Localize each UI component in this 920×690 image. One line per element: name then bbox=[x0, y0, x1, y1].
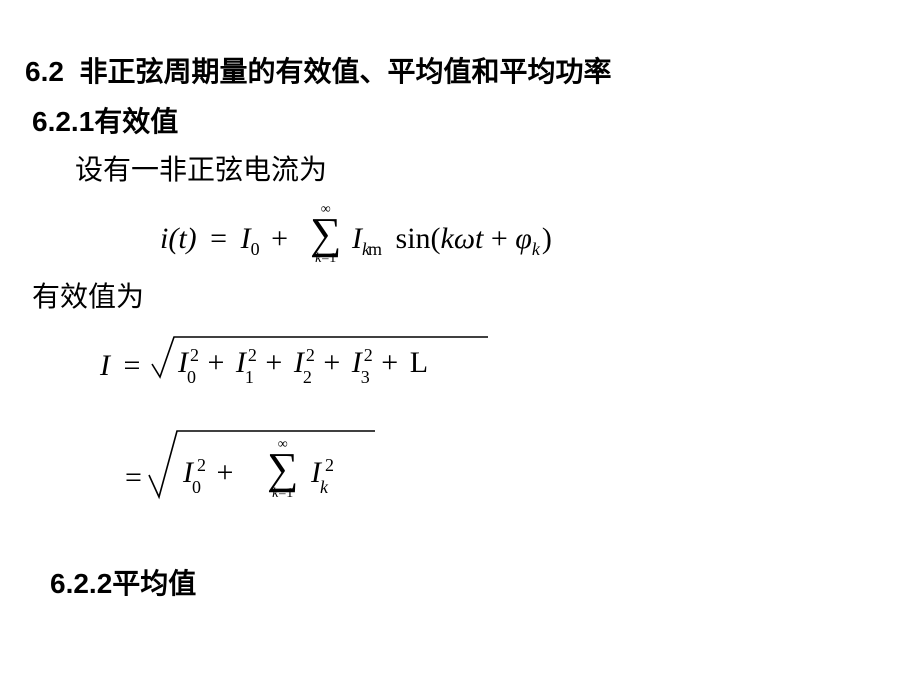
rms-I: I bbox=[100, 349, 110, 382]
slide: 6.2 非正弦周期量的有效值、平均值和平均功率 6.2.1有效值 设有一非正弦电… bbox=[0, 0, 920, 690]
formula-series: i(t) = I0 + ∞ ∑ k=1 Ikm sin(kωt + φk) bbox=[160, 194, 900, 279]
rms-sum-Ik-sub: k bbox=[320, 477, 328, 497]
subsection-1-number: 6.2.1 bbox=[32, 106, 94, 137]
rms-term2-sub: 2 bbox=[303, 367, 312, 387]
series-close: ) bbox=[542, 222, 552, 255]
rms-term3-sub: 3 bbox=[361, 367, 370, 387]
formula-rms-expanded: I = I20 + I21 + I22 + I23 + L bbox=[100, 327, 900, 407]
rms-eq: = bbox=[124, 349, 141, 382]
series-phi-sub: k bbox=[532, 239, 540, 259]
subsection-2-number: 6.2.2 bbox=[50, 568, 112, 599]
rms-sum-plus: + bbox=[217, 456, 234, 489]
series-k: k bbox=[441, 222, 454, 255]
series-I0: I bbox=[241, 222, 251, 255]
rms-sum-Ik-sq: 2 bbox=[325, 455, 334, 475]
series-eq: = bbox=[210, 222, 227, 255]
rms-ell: L bbox=[410, 346, 428, 379]
rms-plus-3: + bbox=[381, 346, 398, 379]
series-sum-bot-1: 1 bbox=[329, 251, 336, 266]
rms-term1-sub: 1 bbox=[245, 367, 254, 387]
section-heading: 6.2 非正弦周期量的有效值、平均值和平均功率 bbox=[25, 50, 900, 90]
section-number: 6.2 bbox=[25, 56, 64, 87]
rms-sum-eq: = bbox=[125, 461, 142, 495]
rms-label: 有效值为 bbox=[32, 275, 900, 315]
series-Ikm: I bbox=[352, 222, 362, 255]
subsection-2-heading: 6.2.2平均值 bbox=[50, 562, 900, 602]
series-phi: φ bbox=[515, 222, 532, 255]
series-Ikm-m: m bbox=[368, 239, 382, 259]
series-plus: + bbox=[271, 222, 288, 255]
rms-term0-sub: 0 bbox=[187, 367, 196, 387]
lead-in-text: 设有一非正弦电流为 bbox=[75, 148, 900, 188]
series-lhs: i(t) bbox=[160, 222, 197, 255]
rms-plus-0: + bbox=[208, 346, 225, 379]
sqrt-icon-2 bbox=[147, 425, 377, 503]
series-sin: sin( bbox=[396, 222, 441, 255]
subsection-1-title: 有效值 bbox=[94, 106, 178, 137]
rms-sum-bot-1: 1 bbox=[286, 486, 293, 501]
formula-rms-sum: = I20 + ∞ ∑ k=1 I2k bbox=[125, 427, 900, 527]
rms-plus-1: + bbox=[265, 346, 282, 379]
series-sum-sign: ∑ bbox=[310, 216, 341, 252]
subsection-2-title: 平均值 bbox=[112, 568, 196, 599]
rms-sum-sign: ∑ bbox=[267, 451, 298, 487]
rms-plus-2: + bbox=[323, 346, 340, 379]
series-I0-sub: 0 bbox=[251, 239, 260, 259]
rms-sum-I0-sub: 0 bbox=[192, 477, 201, 497]
series-plus2: + bbox=[483, 222, 515, 255]
section-title: 非正弦周期量的有效值、平均值和平均功率 bbox=[80, 56, 612, 87]
subsection-1-heading: 6.2.1有效值 bbox=[32, 100, 900, 140]
rms-sum-I0-sq: 2 bbox=[197, 455, 206, 475]
series-omega: ω bbox=[454, 222, 475, 255]
